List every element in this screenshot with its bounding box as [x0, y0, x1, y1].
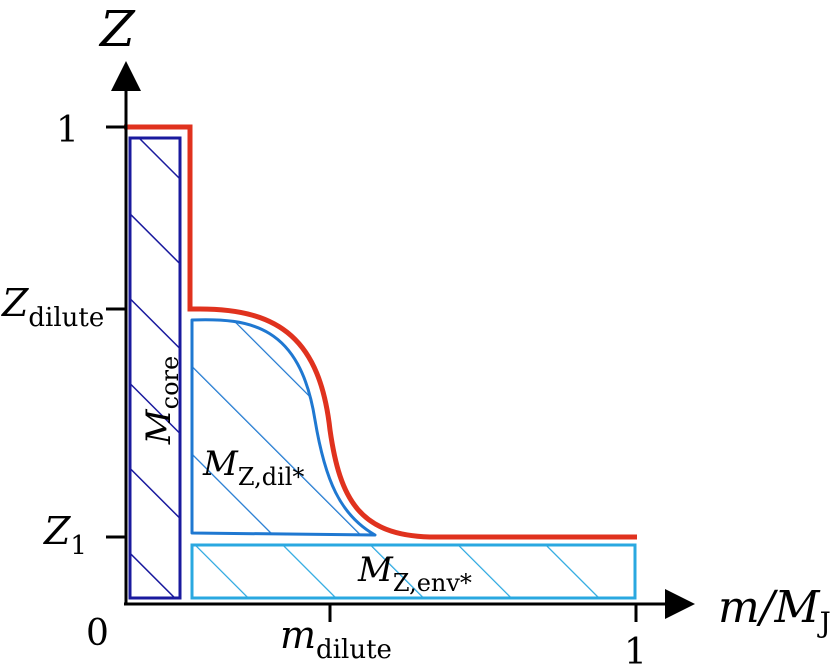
core-region-label: Mcore — [139, 356, 184, 445]
x-axis-label: m/MJ — [718, 582, 830, 639]
x-tick-label-one: 1 — [624, 632, 647, 668]
svg-text:Mcore: Mcore — [139, 356, 184, 445]
dilute-region — [190, 318, 377, 537]
z-profile-line — [124, 124, 637, 540]
dilute-region-label: MZ,dil* — [202, 444, 304, 491]
core-region — [128, 136, 182, 600]
y-tick-label-dilute: Zdilute — [1, 281, 104, 333]
envelope-region — [190, 543, 637, 600]
origin-label: 0 — [86, 613, 109, 654]
y-tick-label-z1: Z1 — [43, 509, 87, 561]
x-tick-label-dilute: mdilute — [280, 613, 392, 665]
y-axis-label: Z — [98, 0, 136, 58]
y-tick-label-one: 1 — [56, 110, 79, 151]
envelope-region-label: MZ,env* — [357, 550, 472, 597]
